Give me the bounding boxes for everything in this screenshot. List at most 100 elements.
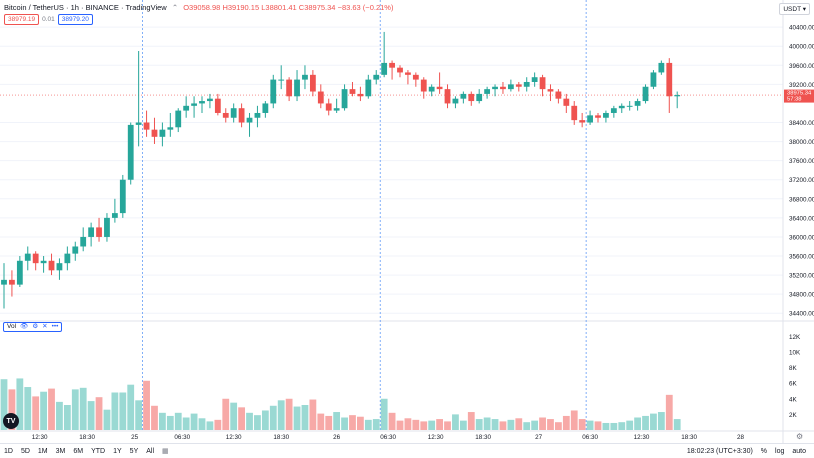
- volume-bar: [127, 384, 135, 430]
- sell-button[interactable]: 38979.19: [4, 14, 40, 25]
- symbol-name[interactable]: Bitcoin / TetherUS: [4, 3, 64, 12]
- volume-bar: [452, 414, 459, 430]
- time-axis-label: 06:30: [582, 434, 598, 441]
- volume-bar: [444, 421, 451, 430]
- volume-bar: [657, 412, 665, 430]
- tradingview-logo[interactable]: TV: [3, 413, 19, 429]
- toggle-icon[interactable]: ⌃: [171, 3, 179, 12]
- candle-body: [484, 89, 491, 94]
- more-icon[interactable]: •••: [51, 323, 59, 330]
- time-axis-label: 27: [535, 434, 543, 441]
- candle-body: [294, 79, 300, 97]
- price-axis-label: 36800.00: [789, 196, 814, 203]
- time-axis-label: 18:30: [681, 434, 697, 441]
- low-value: L38801.41: [261, 3, 297, 12]
- volume-bar: [230, 402, 238, 430]
- candle-body: [397, 67, 403, 73]
- candle-body: [64, 253, 71, 264]
- volume-bar: [32, 396, 40, 430]
- range-1m[interactable]: 1M: [37, 447, 48, 455]
- interval[interactable]: 1h: [70, 3, 79, 12]
- volume-bar: [483, 417, 491, 430]
- volume-bar: [151, 405, 158, 430]
- volume-bar: [491, 419, 499, 430]
- range-3m[interactable]: 3M: [55, 447, 66, 455]
- candle-body: [666, 62, 673, 97]
- volume-bar: [48, 388, 55, 430]
- log-toggle[interactable]: log: [775, 447, 785, 455]
- volume-bar: [238, 407, 245, 430]
- current-price-tag: [784, 89, 814, 103]
- candle-body: [333, 108, 340, 111]
- candle-body: [40, 260, 47, 264]
- volume-axis-label: 6K: [789, 381, 798, 388]
- time-axis-label: 18:30: [273, 434, 289, 441]
- candle-body: [658, 62, 665, 73]
- volume-bar: [364, 419, 372, 430]
- volume-bar: [610, 422, 618, 430]
- volume-bar: [103, 409, 111, 430]
- volume-bar: [56, 401, 63, 430]
- range-6m[interactable]: 6M: [73, 447, 84, 455]
- range-1d[interactable]: 1D: [4, 447, 13, 455]
- candle-body: [262, 103, 269, 113]
- volume-bar: [285, 398, 293, 430]
- candle-body: [405, 72, 411, 75]
- candle-body: [357, 93, 364, 97]
- price-axis-label: 39600.00: [789, 63, 814, 70]
- range-all[interactable]: All: [146, 447, 155, 455]
- candle-body: [214, 98, 221, 113]
- clock-time[interactable]: 18:02:23 (UTC+3:30): [686, 447, 753, 455]
- candle-body: [32, 253, 39, 264]
- currency-button[interactable]: USDT ▾: [779, 3, 810, 15]
- candle-body: [365, 79, 372, 97]
- price-axis-label: 40400.00: [789, 25, 814, 32]
- candle-body: [650, 72, 657, 87]
- candle-body: [238, 108, 245, 123]
- candle-body: [207, 98, 213, 102]
- buy-button[interactable]: 38979.20: [57, 14, 93, 25]
- volume-bar: [24, 387, 32, 430]
- countdown-text: 57:38: [787, 97, 802, 103]
- high-value: H39190.15: [222, 3, 260, 12]
- volume-bar: [515, 418, 523, 430]
- volume-bar: [539, 417, 546, 430]
- volume-bar: [254, 415, 261, 430]
- volume-bar: [8, 389, 16, 430]
- volume-bar: [673, 419, 681, 430]
- close-icon[interactable]: ✕: [42, 323, 48, 330]
- candle-body: [9, 279, 15, 285]
- candle-body: [587, 115, 593, 123]
- volume-bar: [570, 410, 578, 430]
- candle-body: [199, 101, 205, 104]
- range-5d[interactable]: 5D: [20, 447, 30, 455]
- close-value: C38975.34: [298, 3, 336, 12]
- calendar-icon[interactable]: ▦: [162, 448, 169, 455]
- candle-body: [151, 129, 158, 137]
- candle-body: [270, 79, 277, 104]
- price-axis-label: 36000.00: [789, 234, 814, 241]
- volume-bar: [372, 419, 380, 430]
- range-1y[interactable]: 1Y: [113, 447, 122, 455]
- candle-body: [468, 93, 475, 102]
- volume-bar: [143, 380, 150, 430]
- percent-toggle[interactable]: %: [760, 447, 768, 455]
- symbol-legend: Bitcoin / TetherUS · 1h · BINANCE · Trad…: [4, 3, 394, 12]
- auto-toggle[interactable]: auto: [792, 447, 806, 455]
- candle-body: [104, 217, 110, 237]
- settings-icon[interactable]: ⚙: [32, 323, 39, 330]
- volume-bar: [467, 412, 475, 430]
- eye-icon[interactable]: 👁: [20, 323, 29, 330]
- candle-body: [230, 108, 237, 118]
- candle-body: [72, 246, 79, 254]
- volume-axis-label: 4K: [789, 396, 798, 403]
- volume-bar: [547, 419, 554, 430]
- range-5y[interactable]: 5Y: [129, 447, 139, 455]
- range-ytd[interactable]: YTD: [91, 447, 106, 455]
- candle-body: [254, 112, 261, 118]
- candle-body: [373, 74, 380, 80]
- volume-bar: [665, 394, 673, 430]
- price-axis-label: 34400.00: [789, 311, 814, 318]
- candle-body: [571, 105, 578, 121]
